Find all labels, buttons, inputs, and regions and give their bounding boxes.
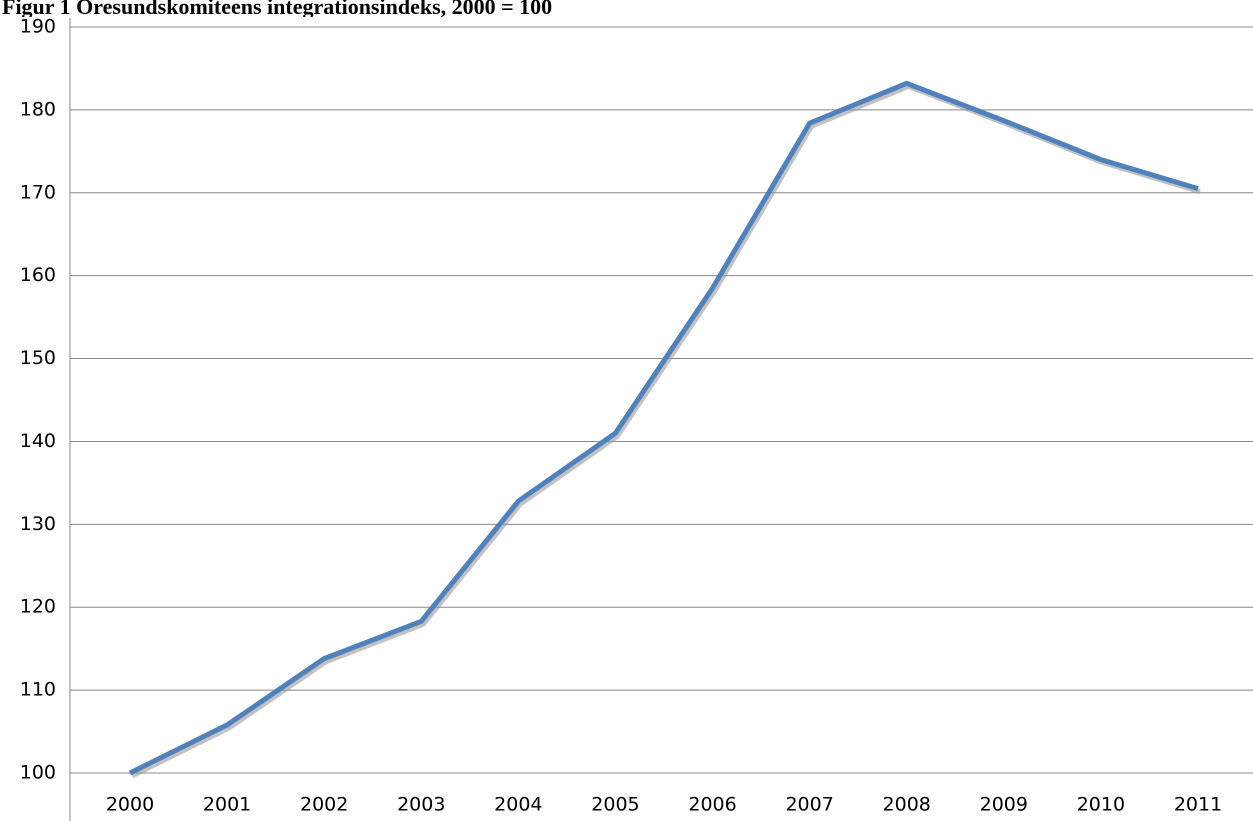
series-line — [128, 80, 1199, 776]
x-tick-label: 2004 — [494, 794, 542, 816]
y-tick-label: 140 — [20, 430, 56, 452]
y-tick-label: 180 — [20, 98, 56, 120]
chart-title: Figur 1 Öresundskomiteens integrationsin… — [2, 0, 552, 19]
x-tick-label: 2008 — [883, 794, 931, 816]
y-tick-label: 170 — [20, 181, 56, 203]
y-tick-label: 150 — [20, 347, 56, 369]
y-tick-label: 130 — [20, 513, 56, 535]
y-tick-label: 100 — [20, 762, 56, 784]
x-tick-label: 2011 — [1174, 794, 1222, 816]
x-tick-label: 2006 — [688, 794, 736, 816]
x-tick-label: 2003 — [397, 794, 445, 816]
x-tick-label: 2009 — [980, 794, 1028, 816]
y-tick-label: 190 — [20, 16, 56, 38]
x-tick-label: 2010 — [1077, 794, 1125, 816]
x-tick-label: 2005 — [591, 794, 639, 816]
x-tick-label: 2002 — [300, 794, 348, 816]
x-tick-label: 2007 — [785, 794, 833, 816]
x-tick-label: 2000 — [106, 794, 154, 816]
y-tick-label: 160 — [20, 264, 56, 286]
y-tick-label: 110 — [20, 679, 56, 701]
y-tick-label: 120 — [20, 596, 56, 618]
x-tick-label: 2001 — [203, 794, 251, 816]
